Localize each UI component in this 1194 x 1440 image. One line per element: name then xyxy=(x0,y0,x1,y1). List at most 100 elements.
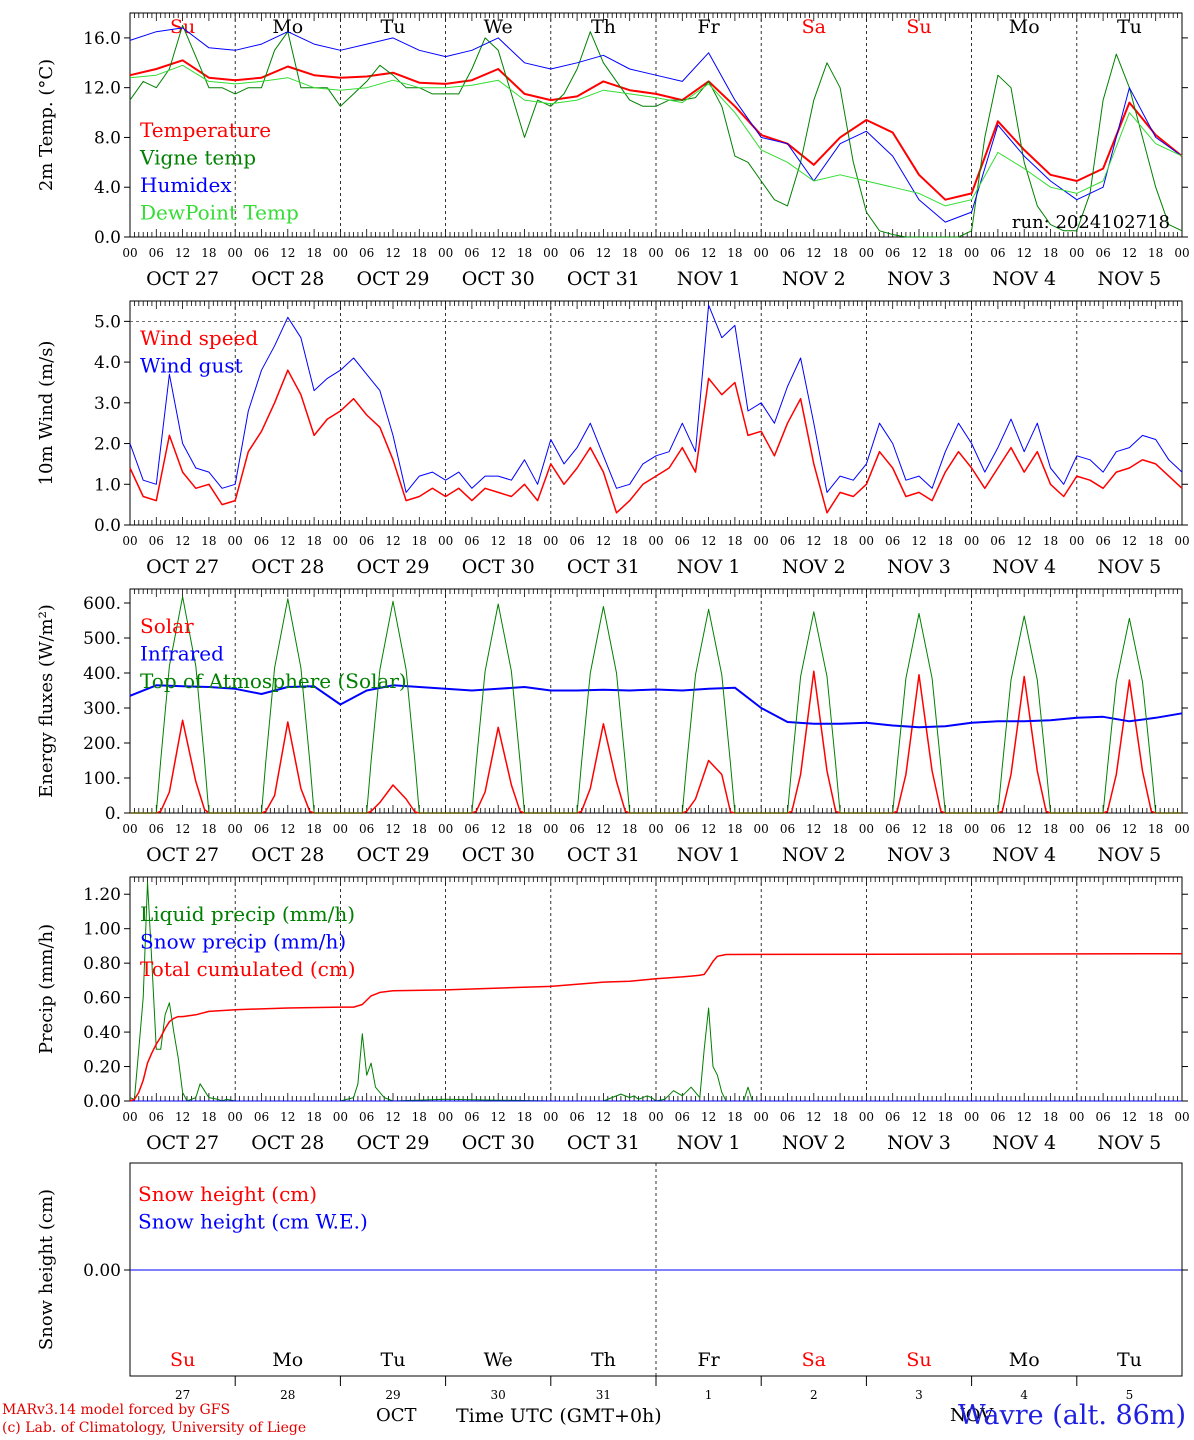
hour-tick-label: 18 xyxy=(938,246,953,260)
hour-tick-label: 00 xyxy=(964,534,979,548)
hour-tick-label: 06 xyxy=(464,246,479,260)
hour-tick-label: 12 xyxy=(911,822,926,836)
hour-tick-label: 18 xyxy=(306,534,321,548)
series-line xyxy=(129,304,1183,493)
hour-tick-label: 06 xyxy=(1095,246,1110,260)
hour-ticks xyxy=(129,13,1183,237)
hour-tick-label: 06 xyxy=(885,822,900,836)
hour-tick-label: 12 xyxy=(175,1110,190,1124)
hour-tick-label: 06 xyxy=(885,1110,900,1124)
hour-tick-label: 00 xyxy=(859,1110,874,1124)
date-label: OCT 28 xyxy=(251,1132,324,1154)
hour-tick-label: 18 xyxy=(412,246,427,260)
hour-tick-label: 06 xyxy=(569,534,584,548)
chart-panel-1: 00 06 12 18 00 06 12 18 00 06 12 18 00 06 12 18 00 06 12 18… xyxy=(36,12,1190,290)
date-label: OCT 28 xyxy=(251,556,324,578)
hour-tick-label: 18 xyxy=(622,822,637,836)
hour-tick-label: 12 xyxy=(280,1110,295,1124)
legend-entry: Wind gust xyxy=(140,354,243,378)
chart-panel-4: 00 06 12 18 00 06 12 18 00 06 12 18 00 06 12 18 00 06 12 18… xyxy=(36,876,1190,1154)
hour-tick-label: 06 xyxy=(359,534,374,548)
hour-tick-label: 00 xyxy=(1174,246,1189,260)
hour-tick-label: 00 xyxy=(964,246,979,260)
hour-tick-label: 00 xyxy=(1174,1110,1189,1124)
date-label: NOV 3 xyxy=(887,556,951,578)
y-tick-label: 1.20 xyxy=(83,885,121,905)
credit-model: MARv3.14 model forced by GFS xyxy=(2,1402,231,1418)
hour-tick-label: 06 xyxy=(464,1110,479,1124)
day-number-label: 31 xyxy=(596,1388,611,1402)
hour-tick-label: 00 xyxy=(648,246,663,260)
date-label: NOV 1 xyxy=(677,844,741,866)
hour-tick-label: 00 xyxy=(438,1110,453,1124)
hour-tick-label: 06 xyxy=(780,1110,795,1124)
y-axis-title: 10m Wind (m/s) xyxy=(36,341,57,486)
hour-tick-label: 18 xyxy=(201,822,216,836)
hour-tick-label: 12 xyxy=(806,246,821,260)
legend-entry: Snow precip (mm/h) xyxy=(140,930,346,954)
legend-entry: Infrared xyxy=(140,642,224,666)
weekday-label: Tu xyxy=(1117,1349,1142,1371)
date-label: OCT 27 xyxy=(146,844,219,866)
weekday-label: Su xyxy=(906,1349,931,1371)
hour-tick-label: 06 xyxy=(149,822,164,836)
weekday-label: We xyxy=(484,1349,513,1371)
hour-tick-label: 18 xyxy=(412,1110,427,1124)
hour-tick-label: 06 xyxy=(885,246,900,260)
y-tick-label: 100. xyxy=(83,769,121,789)
hour-tick-label: 00 xyxy=(1069,534,1084,548)
hour-tick-label: 06 xyxy=(675,1110,690,1124)
weekday-label: Sa xyxy=(802,1349,826,1371)
hour-tick-label: 12 xyxy=(806,1110,821,1124)
weekday-label: Mo xyxy=(272,16,303,38)
hour-tick-label: 18 xyxy=(517,246,532,260)
hour-tick-label: 12 xyxy=(175,246,190,260)
y-tick-label: 12.0 xyxy=(83,79,121,99)
y-tick-label: 8.0 xyxy=(94,128,121,148)
hour-tick-label: 06 xyxy=(359,246,374,260)
date-label: OCT 28 xyxy=(251,268,324,290)
legend-entry: Wind speed xyxy=(140,326,258,350)
hour-ticks xyxy=(129,301,1183,525)
hour-tick-label: 18 xyxy=(938,534,953,548)
hour-tick-label: 06 xyxy=(464,822,479,836)
date-label: OCT 29 xyxy=(356,844,429,866)
date-label: NOV 3 xyxy=(887,1132,951,1154)
hour-tick-label: 18 xyxy=(832,822,847,836)
date-label: NOV 5 xyxy=(1098,844,1162,866)
hour-tick-label: 12 xyxy=(385,822,400,836)
hour-tick-label: 00 xyxy=(333,534,348,548)
date-label: OCT 31 xyxy=(567,556,640,578)
hour-tick-label: 06 xyxy=(1095,534,1110,548)
hour-tick-label: 12 xyxy=(1122,1110,1137,1124)
hour-tick-label: 00 xyxy=(754,822,769,836)
hour-tick-label: 00 xyxy=(1069,246,1084,260)
day-number-label: 4 xyxy=(1020,1388,1028,1402)
day-number-label: 5 xyxy=(1126,1388,1134,1402)
series-line xyxy=(129,24,1183,238)
date-label: NOV 3 xyxy=(887,844,951,866)
hour-tick-label: 18 xyxy=(517,822,532,836)
day-number-label: 29 xyxy=(385,1388,400,1402)
month-label-nov: NOV xyxy=(950,1405,994,1426)
hour-tick-label: 18 xyxy=(727,1110,742,1124)
day-number-label: 27 xyxy=(175,1388,190,1402)
hour-tick-label: 18 xyxy=(306,1110,321,1124)
weekday-label: Tu xyxy=(381,16,406,38)
weekday-label: Tu xyxy=(1117,16,1142,38)
hour-tick-label: 18 xyxy=(832,534,847,548)
hour-tick-label: 00 xyxy=(859,246,874,260)
weekday-label: Su xyxy=(906,16,931,38)
hour-tick-label: 06 xyxy=(149,246,164,260)
hour-tick-label: 18 xyxy=(727,246,742,260)
hour-tick-label: 00 xyxy=(543,822,558,836)
hour-tick-label: 00 xyxy=(543,534,558,548)
y-tick-label: 0.0 xyxy=(94,228,121,248)
hour-tick-label: 06 xyxy=(675,822,690,836)
hour-tick-label: 00 xyxy=(1069,822,1084,836)
y-axis-title: Snow height (cm) xyxy=(36,1189,57,1350)
hour-tick-label: 00 xyxy=(122,1110,137,1124)
date-label: OCT 29 xyxy=(356,1132,429,1154)
date-label: OCT 27 xyxy=(146,1132,219,1154)
